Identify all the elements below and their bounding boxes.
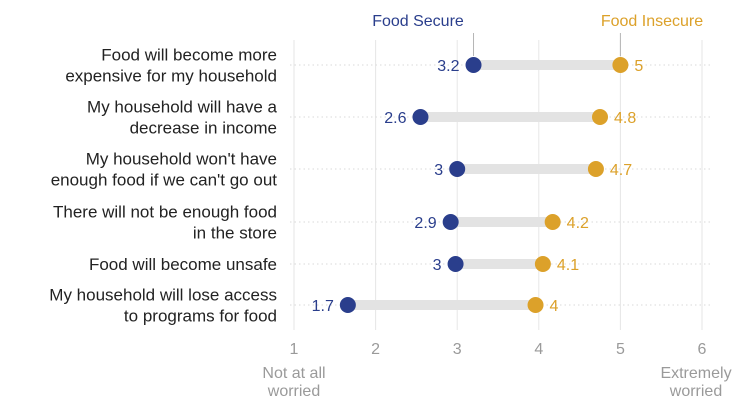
value-label-food-secure: 2.6 — [384, 110, 406, 127]
category-label: expensive for my household — [65, 67, 277, 86]
x-tick-label: 3 — [453, 341, 462, 358]
x-axis-end-label-high: worried — [669, 383, 722, 400]
point-food-insecure — [612, 57, 629, 73]
category-label: There will not be enough food — [53, 203, 277, 222]
category-label: My household will lose access — [49, 286, 277, 305]
x-axis-end-label-low: worried — [267, 383, 320, 400]
category-label: to programs for food — [124, 307, 277, 326]
point-food-secure — [449, 161, 466, 177]
x-tick-label: 6 — [698, 341, 707, 358]
category-label: Food will become unsafe — [89, 255, 277, 274]
point-food-secure — [412, 109, 429, 125]
category-label: Food will become more — [101, 46, 277, 65]
x-axis-end-label-low: Not at all — [262, 365, 325, 382]
point-food-insecure — [534, 256, 551, 272]
point-food-secure — [442, 214, 459, 230]
point-food-insecure — [587, 161, 604, 177]
point-food-insecure — [544, 214, 561, 230]
value-label-food-insecure: 4.1 — [557, 257, 579, 274]
point-food-secure — [339, 297, 356, 313]
value-label-food-secure: 2.9 — [414, 215, 436, 232]
category-label: in the store — [193, 224, 277, 243]
value-label-food-insecure: 4.8 — [614, 110, 636, 127]
grid-lines — [290, 40, 712, 330]
legend-food-secure: Food Secure — [372, 13, 464, 30]
legend-food-insecure: Food Insecure — [601, 13, 703, 30]
value-label-food-insecure: 4 — [550, 298, 559, 315]
value-label-food-insecure: 5 — [634, 58, 643, 75]
category-label: My household will have a — [87, 98, 277, 117]
value-label-food-secure: 3 — [434, 162, 443, 179]
legend: Food Secure Food Insecure — [372, 13, 703, 56]
category-label: enough food if we can't go out — [51, 171, 278, 190]
point-food-insecure — [527, 297, 544, 313]
point-food-secure — [447, 256, 464, 272]
x-tick-label: 2 — [371, 341, 380, 358]
value-label-food-secure: 3 — [433, 257, 442, 274]
category-label: My household won't have — [86, 150, 277, 169]
point-food-insecure — [592, 109, 608, 125]
x-tick-label: 4 — [534, 341, 543, 358]
connector-bars — [347, 60, 621, 310]
category-label: decrease in income — [130, 119, 277, 138]
x-tick-label: 5 — [616, 341, 625, 358]
value-label-food-secure: 3.2 — [437, 58, 459, 75]
value-label-food-secure: 1.7 — [312, 298, 334, 315]
x-tick-label: 1 — [290, 341, 299, 358]
x-axis-end-label-high: Extremely — [660, 365, 731, 382]
point-food-secure — [465, 57, 482, 73]
value-label-food-insecure: 4.2 — [567, 215, 589, 232]
value-label-food-insecure: 4.7 — [610, 162, 632, 179]
data-points — [339, 57, 629, 313]
